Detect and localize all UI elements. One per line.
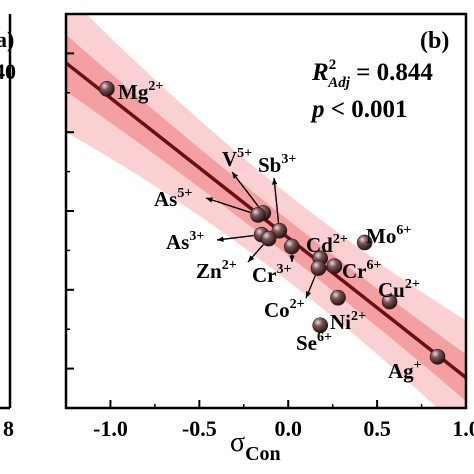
data-points: [99, 81, 446, 365]
point-label-as-3plus: As3+: [166, 229, 204, 254]
left-panel-label: a): [0, 27, 14, 52]
point-label-zn-2plus: Zn2+: [196, 258, 237, 283]
x-tick-label: 0.5: [363, 416, 391, 441]
arrow-head: [305, 291, 311, 298]
x-tick-label: -0.5: [182, 416, 217, 441]
data-point-co-2plus: [310, 260, 327, 276]
point-label-mo-6plus: Mo6+: [366, 223, 411, 248]
point-label-cu-2plus: Cu2+: [378, 277, 420, 302]
arrow-head: [248, 255, 255, 262]
point-label-sb-3plus: Sb3+: [258, 152, 296, 177]
x-tick-label: -1.0: [93, 416, 128, 441]
data-point-ag-plus: [429, 348, 446, 365]
point-label-as-5plus: As5+: [154, 186, 192, 211]
point-label-ag-plus: Ag+: [388, 358, 422, 383]
point-label-cr-6plus: Cr6+: [342, 258, 382, 283]
x-tick-labels: -1.0 -0.5 0.0 0.5 1.0: [93, 416, 474, 441]
left-panel-value: 40: [0, 59, 16, 84]
point-label-cd-2plus: Cd2+: [306, 232, 348, 257]
p-annotation: p < 0.001: [310, 96, 408, 123]
data-point-zn-2plus: [260, 230, 277, 247]
data-point-ni-2plus: [330, 289, 346, 306]
x-tick-label: 0.0: [274, 416, 302, 441]
data-point-se-6plus: [312, 317, 329, 334]
panel-label: (b): [420, 28, 449, 54]
left-panel-fragment: a) 40 8: [0, 14, 16, 441]
arrow-head: [232, 172, 239, 179]
point-label-ni-2plus: Ni2+: [330, 309, 366, 334]
arrow-line: [205, 197, 251, 214]
point-labels: Mg2+ V5+ Sb3+ As5+ As3+ Zn2+ Cr3+ Cd2+Cr6+ Mo6+ C…: [118, 79, 422, 383]
arrow-line: [273, 177, 280, 223]
fit-line: [66, 61, 466, 380]
left-panel-tick: 8: [3, 416, 14, 441]
point-label-v-5plus: V5+: [222, 146, 252, 171]
annotation-arrows: [205, 171, 317, 299]
data-point-cr-3plus: [283, 238, 300, 255]
data-point-as-5plus: [250, 207, 266, 223]
point-label-mg-2plus: Mg2+: [118, 79, 163, 104]
arrow-line: [231, 171, 260, 208]
arrow-head: [271, 178, 278, 185]
arrow-head: [217, 236, 224, 242]
x-axis-label: σCon: [230, 427, 281, 465]
r2-annotation: R2 Adj = 0.844: [311, 57, 433, 91]
arrow-head: [289, 255, 295, 262]
data-point-mg-2plus: [99, 81, 115, 97]
x-tick-label: 1.0: [452, 416, 474, 441]
data-point-mo-6plus: [356, 234, 373, 251]
axis-ticks: [66, 13, 467, 408]
point-label-cr-3plus: Cr3+: [252, 262, 292, 287]
arrow-head: [206, 197, 213, 203]
data-point-sb-3plus: [271, 222, 288, 239]
point-label-se-6plus: Se6+: [296, 330, 332, 355]
data-point-cr-6plus: [326, 258, 343, 274]
data-point-cu-2plus: [381, 293, 398, 310]
point-label-co-2plus: Co2+: [264, 297, 305, 322]
